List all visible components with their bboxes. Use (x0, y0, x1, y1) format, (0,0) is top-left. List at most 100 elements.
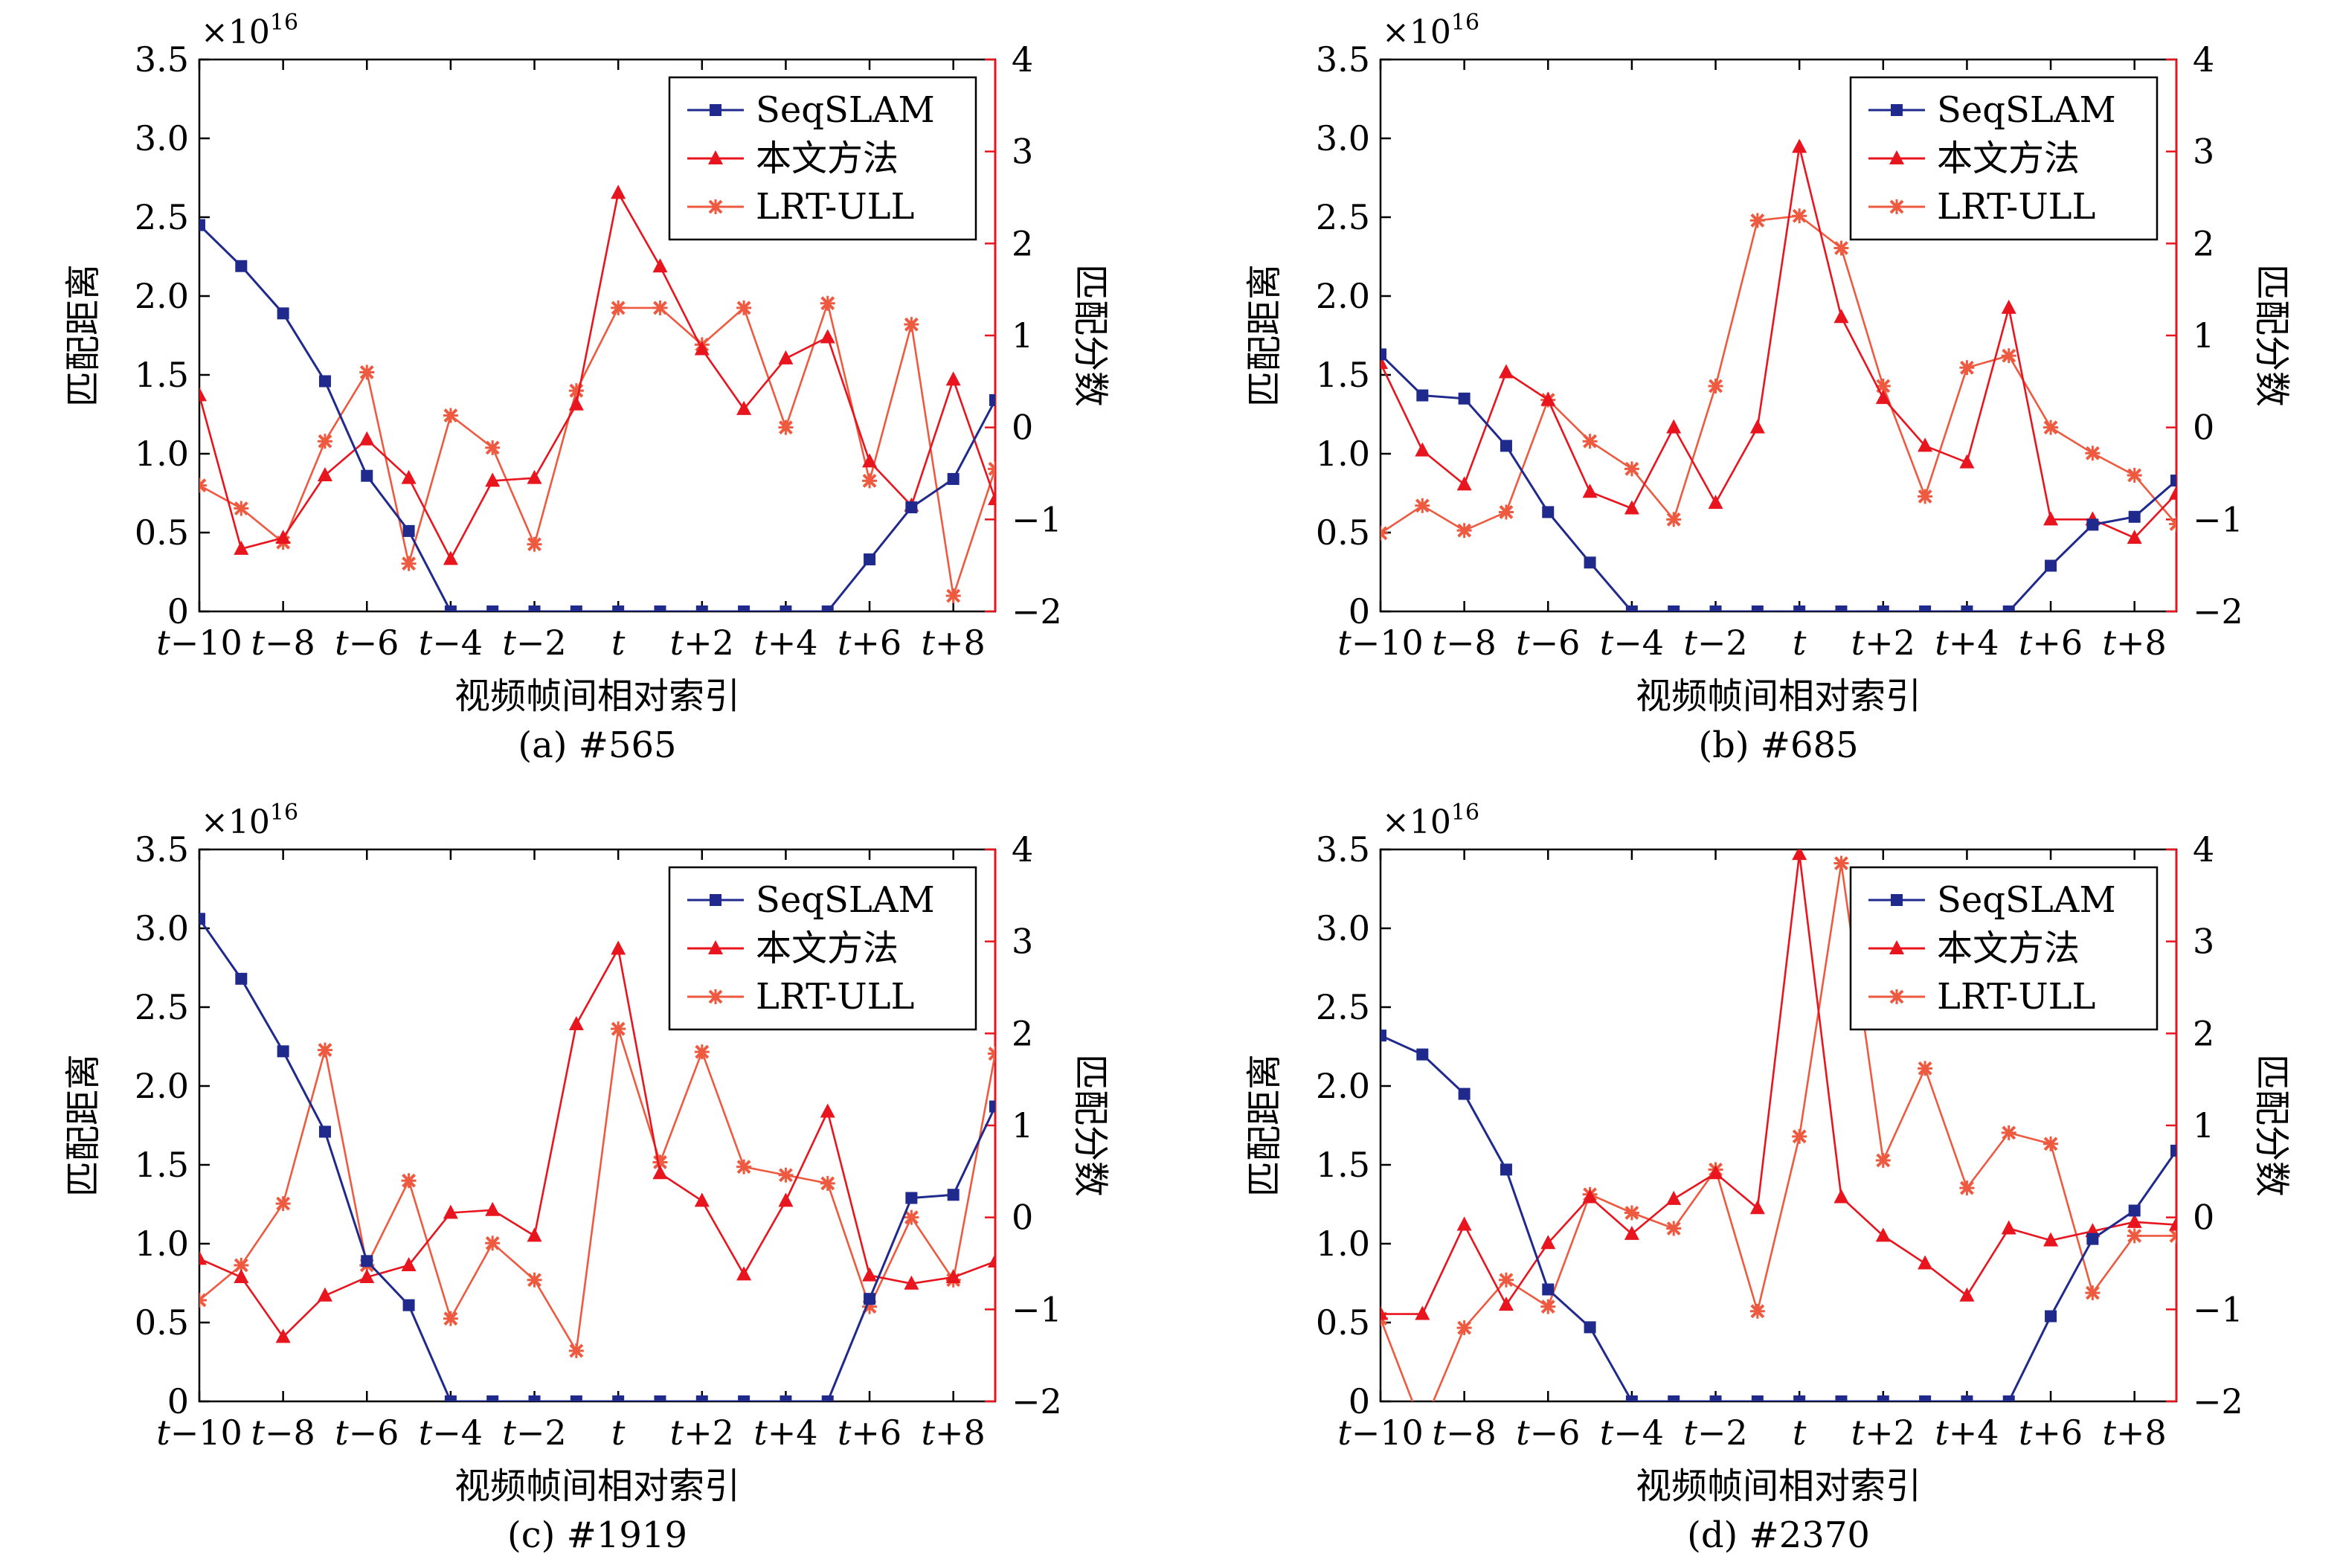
data-point (652, 1165, 668, 1180)
data-point (905, 1192, 918, 1204)
data-point (1498, 1272, 1514, 1288)
series-SeqSLAM (1381, 1029, 2176, 1401)
x-tick-label: t−8 (1432, 623, 1496, 663)
data-point (1381, 525, 1388, 541)
legend: SeqSLAM 本文方法 LRT-ULL (668, 866, 977, 1031)
data-point (736, 1266, 752, 1281)
data-point (1415, 442, 1430, 457)
data-point (947, 1189, 960, 1201)
data-point (317, 466, 332, 481)
series-本文方法 (1381, 849, 2176, 1320)
legend-marker (1891, 894, 1903, 906)
data-point (1749, 1200, 1765, 1215)
data-point (199, 387, 207, 402)
data-point (736, 400, 752, 415)
x-tick-label: t−10 (156, 623, 242, 663)
data-point (1582, 1189, 1598, 1204)
data-point (905, 501, 918, 514)
data-point (820, 1175, 835, 1191)
series-line (1381, 353, 2176, 611)
y-left-tick-label: 3.5 (135, 829, 189, 870)
series-LRT-ULL (199, 1021, 995, 1358)
panel-caption: (a) #565 (518, 724, 676, 766)
data-point (2127, 530, 2142, 544)
data-point (738, 605, 751, 611)
data-point (2085, 1285, 2101, 1301)
data-point (527, 536, 542, 552)
y-right-tick-label: 3 (2193, 922, 2214, 962)
data-point (485, 1201, 501, 1216)
data-point (444, 605, 457, 611)
data-point (1584, 556, 1596, 569)
y-left-tick-label: 1.0 (1316, 434, 1370, 474)
data-point (2045, 1310, 2057, 1323)
data-point (778, 420, 794, 435)
data-point (1582, 483, 1598, 498)
data-point (1381, 1029, 1386, 1042)
data-point (1668, 1395, 1680, 1401)
data-point (235, 972, 248, 985)
data-point (947, 472, 960, 485)
data-point (2170, 1144, 2176, 1157)
y-right-tick-label: 4 (1012, 829, 1033, 870)
x-tick-label: t−8 (1432, 1413, 1496, 1453)
data-point (695, 605, 708, 611)
x-tick-label: t+4 (1935, 623, 1999, 663)
data-point (234, 501, 249, 516)
data-point (199, 478, 207, 493)
data-point (359, 1269, 375, 1284)
data-point (778, 1192, 794, 1207)
y-left-axis-label: 匹配距离 (62, 1054, 104, 1197)
data-point (1458, 1087, 1471, 1100)
y-right-tick-label: −2 (1012, 1381, 1062, 1421)
data-point (318, 1125, 331, 1138)
y-right-tick-label: 0 (2193, 408, 2214, 448)
data-point (1708, 495, 1723, 510)
x-tick-label: t+4 (1935, 1413, 1999, 1453)
data-point (1381, 348, 1386, 361)
data-point (568, 1343, 584, 1358)
data-point (1961, 605, 1973, 611)
data-point (527, 469, 542, 484)
data-point (1959, 454, 1975, 469)
y-right-tick-label: 1 (2193, 315, 2214, 356)
y-left-tick-label: 2.0 (1316, 1066, 1370, 1106)
data-point (1793, 1395, 1806, 1401)
legend-marker (1891, 104, 1903, 116)
data-point (611, 1021, 626, 1037)
y-right-tick-label: 4 (1012, 39, 1033, 80)
data-point (862, 453, 878, 468)
data-point (945, 588, 961, 603)
data-point (1792, 138, 1807, 153)
x-tick-label: t−2 (502, 623, 566, 663)
y-left-axis-label: 匹配距离 (1244, 264, 1285, 407)
x-tick-label: t−10 (156, 1413, 242, 1453)
y-left-tick-label: 2.5 (135, 987, 189, 1027)
data-point (988, 1046, 995, 1061)
data-point (1415, 1305, 1430, 1320)
x-tick-label: t−4 (1600, 623, 1664, 663)
legend-label: 本文方法 (756, 928, 899, 969)
data-point (2127, 467, 2142, 483)
data-point (652, 300, 668, 315)
data-point (1709, 1395, 1722, 1401)
data-point (862, 1267, 878, 1282)
legend: SeqSLAM 本文方法 LRT-ULL (1849, 866, 2159, 1031)
y-left-tick-label: 3.0 (135, 118, 189, 158)
data-point (359, 364, 375, 380)
data-point (1666, 512, 1682, 527)
data-point (485, 472, 501, 487)
data-point (401, 1256, 417, 1271)
data-point (486, 605, 499, 611)
data-point (1875, 390, 1891, 405)
data-point (778, 1167, 794, 1183)
data-point (1456, 1320, 1472, 1336)
panel-caption: (d) #2370 (1687, 1514, 1870, 1556)
data-point (443, 550, 458, 565)
y-right-tick-label: −2 (2193, 591, 2243, 632)
data-point (1625, 605, 1638, 611)
series-line (199, 224, 995, 611)
data-point (570, 1395, 582, 1401)
data-point (1875, 1152, 1891, 1168)
y-left-exponent: ×1016 (1382, 10, 1479, 51)
